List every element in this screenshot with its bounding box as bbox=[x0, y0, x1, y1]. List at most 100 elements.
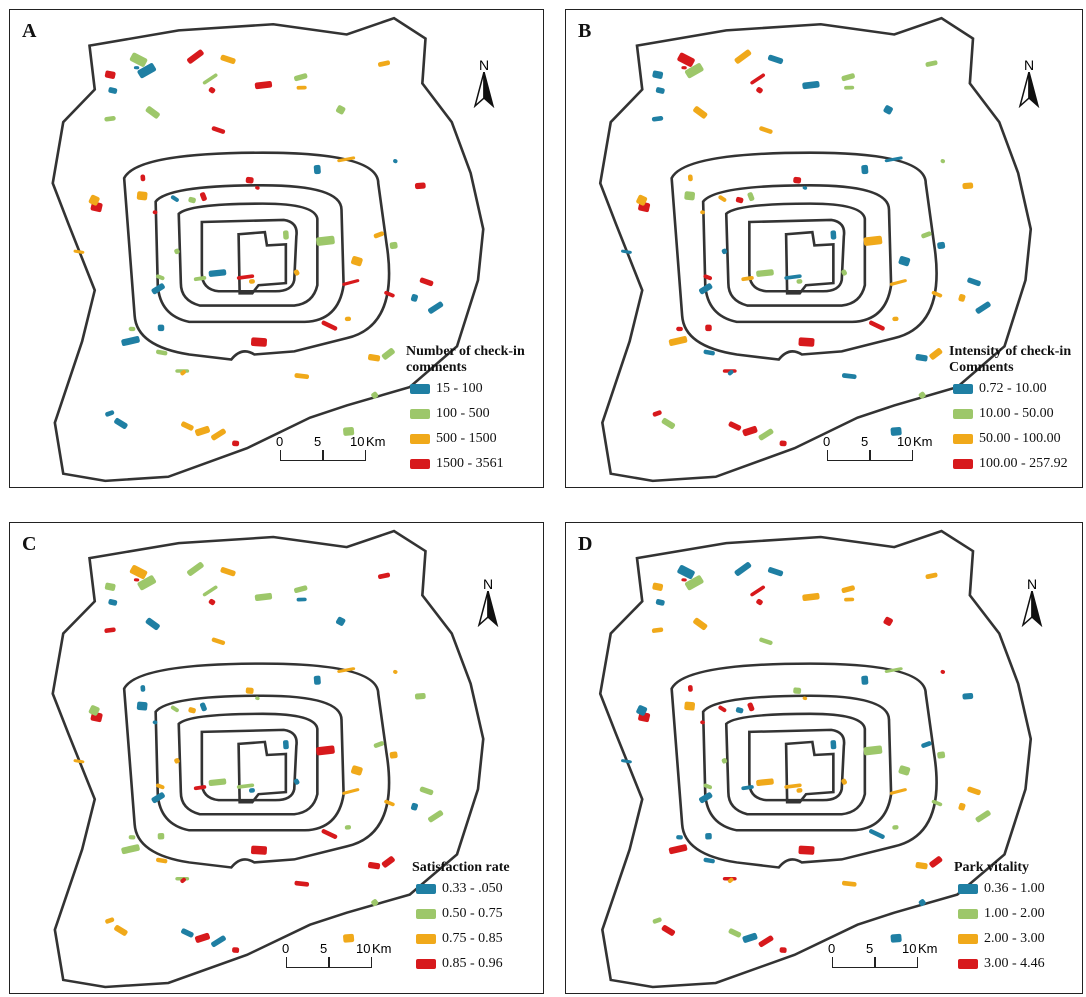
park-patch bbox=[236, 274, 255, 280]
park-patch bbox=[393, 159, 398, 164]
park-patch bbox=[199, 702, 207, 712]
park-patch bbox=[193, 276, 207, 282]
park-patch bbox=[728, 421, 742, 431]
park-patch bbox=[255, 186, 260, 190]
park-patch bbox=[427, 810, 444, 823]
park-patch bbox=[884, 156, 903, 163]
legend-label: 10.00 - 50.00 bbox=[979, 406, 1054, 421]
park-patch bbox=[220, 54, 236, 65]
map-canvas bbox=[598, 16, 1033, 483]
park-patch bbox=[427, 301, 444, 314]
park-patch bbox=[371, 899, 379, 906]
park-patch bbox=[742, 932, 758, 943]
legend-swatch bbox=[958, 959, 978, 969]
park-patch bbox=[796, 279, 803, 284]
park-patch bbox=[145, 617, 160, 631]
park-patch bbox=[140, 174, 146, 182]
park-patch bbox=[677, 52, 695, 67]
park-patch bbox=[344, 316, 352, 322]
park-patch bbox=[211, 428, 226, 441]
legend-title: Number of check-in bbox=[406, 344, 525, 359]
park-patch bbox=[211, 126, 226, 134]
park-patch bbox=[250, 337, 268, 347]
park-patch bbox=[384, 290, 395, 298]
park-patch bbox=[661, 925, 676, 936]
map-canvas bbox=[51, 529, 485, 989]
park-patch bbox=[668, 844, 688, 855]
ring-road bbox=[237, 740, 288, 804]
legend-label: 2.00 - 3.00 bbox=[984, 931, 1045, 946]
park-patch bbox=[750, 585, 766, 597]
park-patch bbox=[931, 799, 943, 807]
park-patch bbox=[350, 256, 363, 267]
park-patch bbox=[721, 758, 728, 764]
park-patch bbox=[890, 426, 902, 436]
legend-label: 0.33 - .050 bbox=[442, 881, 503, 896]
city-boundary bbox=[598, 16, 1033, 483]
park-patch bbox=[756, 269, 774, 277]
park-patch bbox=[703, 783, 713, 790]
park-patch bbox=[863, 745, 883, 756]
park-patch bbox=[655, 87, 665, 94]
park-patch bbox=[796, 788, 803, 793]
park-patch bbox=[194, 932, 211, 943]
park-patch bbox=[282, 230, 289, 240]
park-patch bbox=[937, 751, 946, 759]
park-patch bbox=[377, 60, 391, 67]
park-patch bbox=[798, 845, 815, 855]
ring-road bbox=[177, 712, 319, 816]
legend-label: 3.00 - 4.46 bbox=[984, 956, 1045, 971]
scale-tick: 0 bbox=[828, 941, 836, 956]
park-patch bbox=[681, 66, 687, 70]
park-patch bbox=[747, 702, 755, 712]
park-patch bbox=[681, 578, 687, 582]
park-patch bbox=[651, 627, 664, 633]
park-patch bbox=[293, 778, 300, 785]
park-patch bbox=[718, 195, 727, 202]
park-patch bbox=[128, 835, 136, 840]
park-patch bbox=[104, 70, 116, 79]
park-patch bbox=[367, 861, 381, 870]
north-arrow-icon: N bbox=[468, 577, 508, 632]
ring-road bbox=[748, 728, 846, 802]
legend-item: 2.00 - 3.00 bbox=[954, 927, 1045, 951]
park-patch bbox=[88, 705, 100, 716]
legend-item: 0.33 - .050 bbox=[412, 877, 510, 901]
park-patch bbox=[245, 687, 254, 694]
park-patch bbox=[293, 73, 308, 82]
park-patch bbox=[245, 176, 254, 184]
park-patch bbox=[802, 592, 820, 602]
park-patch bbox=[734, 49, 752, 64]
park-patch bbox=[343, 426, 355, 436]
scale-tick: 10 bbox=[356, 941, 371, 956]
park-patch bbox=[705, 833, 712, 840]
legend-title: Park vitality bbox=[954, 860, 1030, 875]
legend-label: 0.36 - 1.00 bbox=[984, 881, 1045, 896]
park-patch bbox=[915, 861, 928, 870]
scale-bar: 0 5 10 Km bbox=[276, 434, 386, 461]
park-patch bbox=[254, 80, 273, 90]
ring-road bbox=[670, 151, 938, 361]
park-patch bbox=[703, 349, 715, 356]
park-patch bbox=[759, 126, 773, 134]
park-patch bbox=[174, 758, 180, 764]
park-patch bbox=[108, 599, 118, 606]
park-patch bbox=[137, 63, 157, 79]
ring-road bbox=[784, 230, 835, 295]
legend-label: 500 - 1500 bbox=[436, 431, 497, 446]
park-patch bbox=[180, 370, 187, 376]
north-label: N bbox=[1023, 57, 1035, 73]
legend-item: 3.00 - 4.46 bbox=[954, 952, 1045, 976]
park-patch bbox=[202, 585, 218, 597]
park-patch bbox=[700, 720, 705, 725]
park-patch bbox=[892, 825, 899, 830]
park-patch bbox=[869, 320, 885, 331]
park-patch bbox=[652, 410, 662, 417]
park-patch bbox=[414, 692, 426, 700]
legend-item: 0.85 - 0.96 bbox=[412, 952, 510, 976]
park-patch bbox=[793, 176, 802, 184]
park-patch bbox=[151, 792, 165, 804]
ring-road bbox=[177, 202, 319, 307]
legend-swatch bbox=[410, 409, 430, 419]
park-patch bbox=[889, 788, 907, 795]
